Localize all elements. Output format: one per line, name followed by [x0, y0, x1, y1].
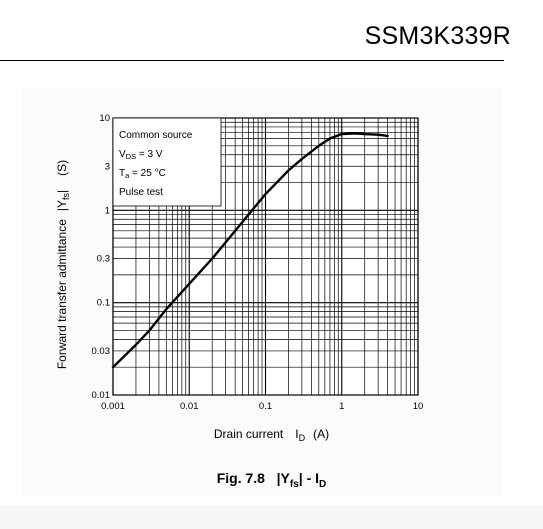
x-axis-label-subscript: D: [299, 433, 306, 443]
header-divider: [0, 60, 504, 61]
annotation-ta-symbol: T: [119, 168, 125, 179]
yfs-curve: [111, 132, 389, 369]
annotation-vds-symbol: V: [119, 149, 126, 160]
x-axis-label-symbol: I: [295, 427, 298, 441]
plot-frame: [112, 117, 419, 396]
annotation-vds-subscript: DS: [126, 152, 136, 161]
y-axis-label-subscript: fs: [61, 192, 71, 200]
x-axis-title: Drain current ID (A): [214, 427, 329, 443]
x-tick-labels: 0.001 0.01 0.1 1 10: [101, 401, 423, 412]
annotation-ta-value: = 25 °C: [129, 168, 166, 179]
x-tick-label: 0.01: [180, 401, 199, 412]
annotation-vds-value: = 3 V: [136, 149, 163, 160]
figure-label: Fig. 7.8: [216, 470, 265, 486]
y-tick-label: 0.03: [92, 346, 111, 357]
document-part-number: SSM3K339R: [364, 22, 511, 50]
y-tick-labels: 0.01 0.03 0.1 0.3 1 3 10: [92, 113, 111, 401]
page-bottom-strip: [0, 505, 543, 529]
x-axis-label-text: Drain current: [214, 427, 284, 441]
y-tick-label: 1: [105, 205, 110, 216]
annotation-line-vds: VDS = 3 V: [119, 149, 163, 161]
figure-caption: Fig. 7.8 |Yfs| - ID: [0, 470, 543, 490]
annotation-ta-subscript: a: [125, 171, 130, 180]
x-tick-label: 10: [413, 401, 424, 412]
annotation-background: [112, 117, 222, 207]
x-tick-label: 0.1: [259, 401, 272, 412]
y-tick-label: 0.1: [97, 298, 110, 309]
annotation-line-pulse-test: Pulse test: [119, 187, 163, 198]
annotation-line-ta: Ta = 25 °C: [119, 168, 166, 180]
y-axis-label-text: Forward transfer admittance: [55, 219, 69, 369]
y-tick-label: 10: [99, 113, 110, 124]
caption-separator: | - I: [298, 470, 320, 486]
y-tick-label: 0.3: [97, 254, 110, 265]
x-axis-label-unit: (A): [313, 427, 329, 441]
caption-yfs-symbol: |Y: [276, 470, 290, 486]
caption-id-subscript: D: [319, 478, 327, 490]
y-axis-title: Forward transfer admittance |Yfs| (S): [55, 160, 71, 369]
x-tick-label: 0.001: [101, 401, 125, 412]
y-tick-label: 3: [105, 161, 110, 172]
y-axis-label-close: |: [55, 190, 69, 193]
y-tick-label: 0.01: [92, 390, 111, 401]
y-axis-label-symbol: |Y: [55, 200, 69, 211]
annotation-line-common-source: Common source: [119, 130, 193, 141]
y-axis-label-unit: (S): [55, 160, 69, 176]
annotation-box: Common source VDS = 3 V Ta = 25 °C Pulse…: [112, 117, 222, 207]
caption-yfs-subscript: fs: [289, 478, 299, 490]
x-tick-label: 1: [339, 401, 344, 412]
